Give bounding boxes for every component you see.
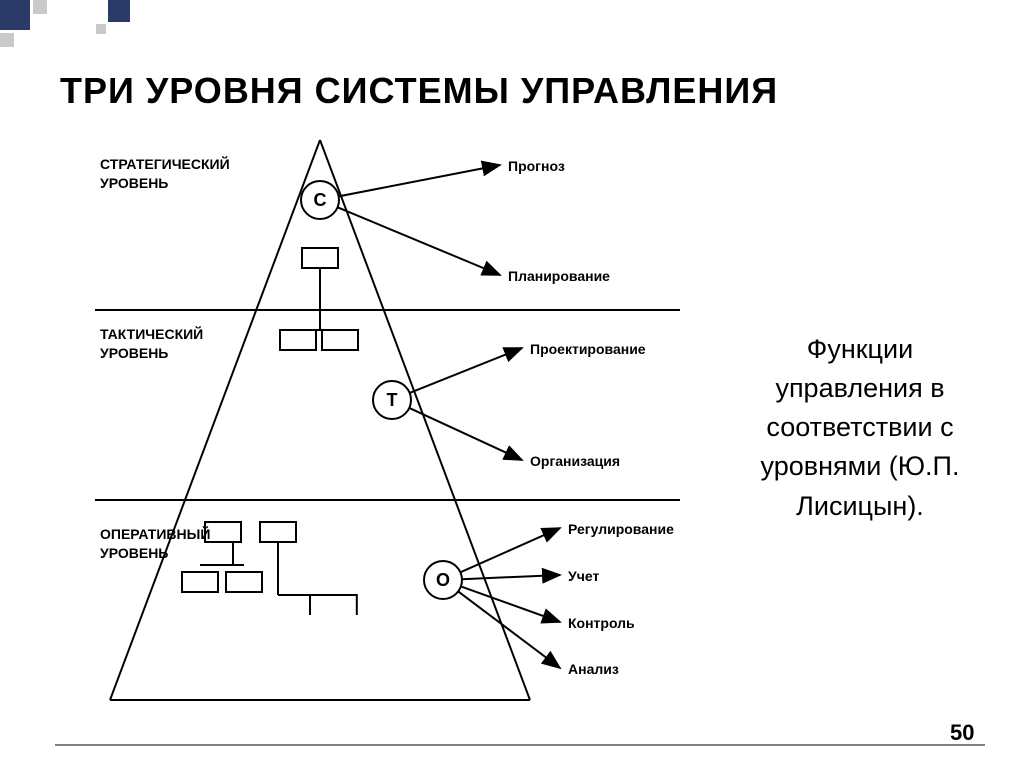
- arrow-label-2: Проектирование: [530, 341, 646, 357]
- level-label-1: ТАКТИЧЕСКИЙУРОВЕНЬ: [100, 325, 203, 363]
- arrow-label-0: Прогноз: [508, 158, 565, 174]
- arrow-label-4: Регулирование: [568, 521, 674, 537]
- svg-text:О: О: [436, 570, 450, 590]
- arrow-label-5: Учет: [568, 568, 599, 584]
- svg-text:Т: Т: [387, 390, 398, 410]
- arrow-label-3: Организация: [530, 453, 620, 469]
- svg-text:С: С: [314, 190, 327, 210]
- arrow-label-1: Планирование: [508, 268, 610, 284]
- page-number: 50: [950, 720, 974, 746]
- pyramid-diagram: С Т О: [0, 0, 1024, 767]
- arrow-label-6: Контроль: [568, 615, 635, 631]
- level-label-0: СТРАТЕГИЧЕСКИЙУРОВЕНЬ: [100, 155, 230, 193]
- arrow-label-7: Анализ: [568, 661, 619, 677]
- level-label-2: ОПЕРАТИВНЫЙУРОВЕНЬ: [100, 525, 210, 563]
